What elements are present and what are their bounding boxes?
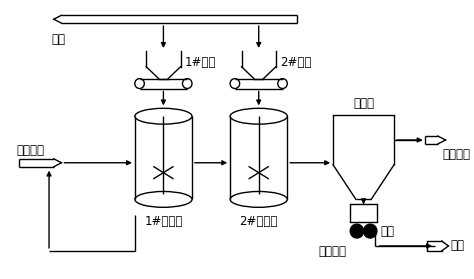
Text: 除钴工段: 除钴工段 (443, 148, 471, 161)
Text: 1#锌粉: 1#锌粉 (184, 56, 216, 69)
Text: 含固底流: 含固底流 (319, 245, 346, 258)
Text: 2#锌粉: 2#锌粉 (280, 56, 311, 69)
Text: 开关: 开关 (381, 225, 395, 238)
Circle shape (364, 224, 377, 238)
Text: 浓密机: 浓密机 (353, 97, 374, 110)
Text: 锌粉: 锌粉 (52, 33, 66, 46)
Text: 浸出后液: 浸出后液 (17, 144, 45, 157)
Text: 2#反应器: 2#反应器 (239, 215, 278, 228)
Text: 1#反应器: 1#反应器 (144, 215, 182, 228)
Text: 铜渣: 铜渣 (450, 239, 464, 252)
Circle shape (350, 224, 364, 238)
